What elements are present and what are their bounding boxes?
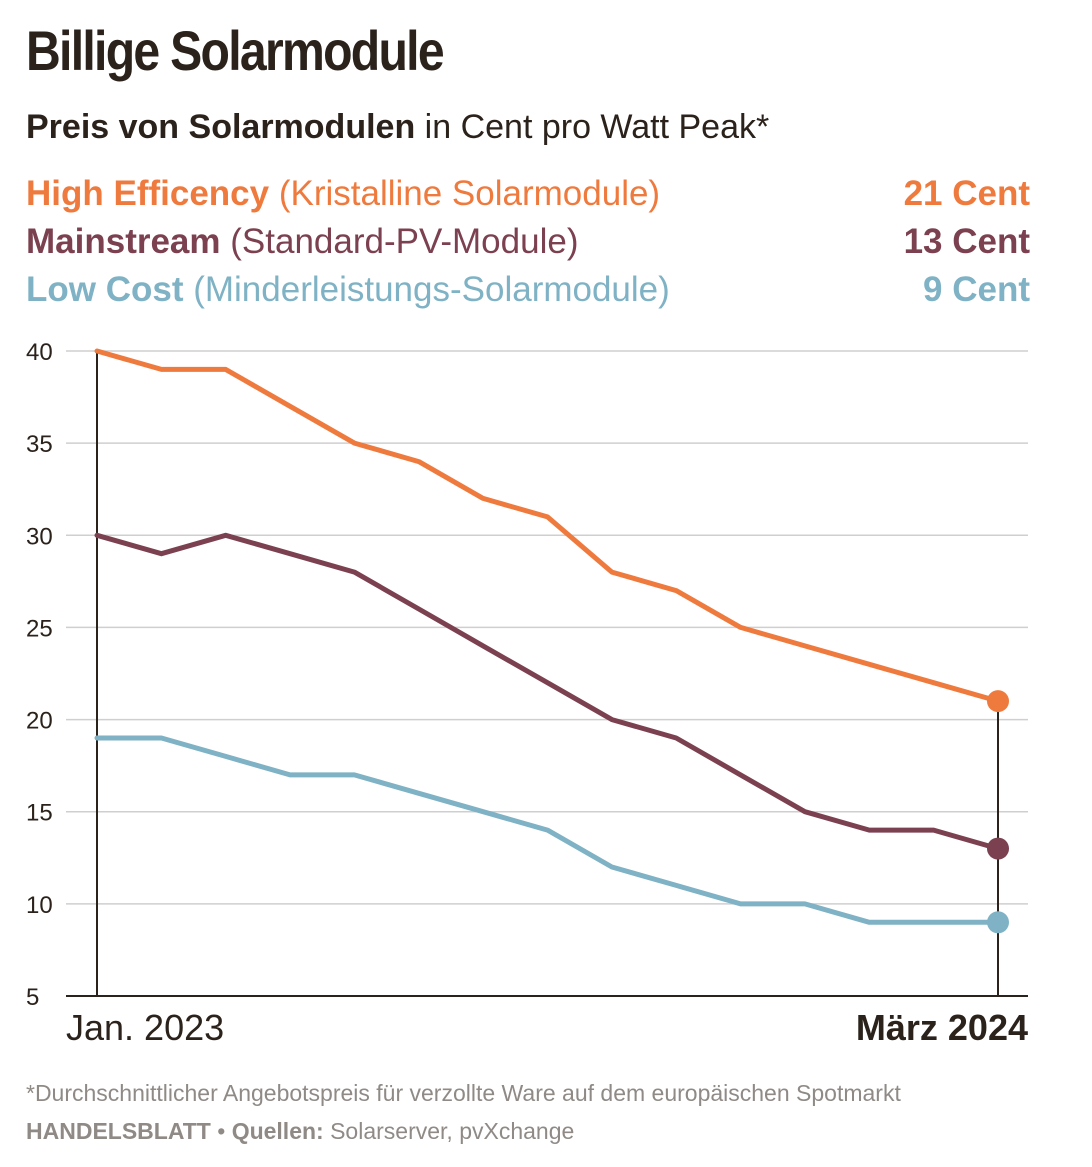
- series-line: [94, 348, 1001, 704]
- end-point: [987, 837, 1009, 860]
- chart-title: Billige Solarmodule: [26, 19, 445, 82]
- legend-desc: (Kristalline Solarmodule): [269, 174, 661, 213]
- legend-name: Low Cost: [26, 270, 184, 309]
- x-end-label: März 2024: [856, 1007, 1028, 1048]
- x-start-label: Jan. 2023: [66, 1007, 224, 1048]
- legend-desc: (Minderleistungs-Solarmodule): [183, 270, 670, 309]
- y-tick-label: 15: [26, 800, 53, 827]
- y-tick-label: 20: [26, 708, 53, 735]
- y-tick-label: 35: [26, 431, 53, 458]
- y-tick-label: 30: [26, 523, 53, 550]
- credits: HANDELSBLATT • Quellen: Solarserver, pvX…: [26, 1118, 574, 1145]
- legend-row-high-efficiency: High Efficency (Kristalline Solarmodule)…: [26, 174, 1030, 214]
- legend-name: Mainstream: [26, 222, 221, 261]
- subtitle-rest: in Cent pro Watt Peak*: [415, 108, 770, 146]
- series-line: [94, 532, 1001, 852]
- credits-sources: Solarserver, pvXchange: [323, 1118, 575, 1144]
- legend-value: 21 Cent: [903, 174, 1030, 213]
- footnote: *Durchschnittlicher Angebotspreis für ve…: [26, 1080, 901, 1106]
- end-point: [987, 690, 1009, 713]
- legend-name: High Efficency: [26, 174, 270, 213]
- series-line: [94, 735, 1001, 925]
- credits-sources-label: Quellen:: [231, 1118, 324, 1144]
- y-tick-label: 25: [26, 615, 53, 642]
- legend-row-low-cost: Low Cost (Minderleistungs-Solarmodule) 9…: [26, 270, 1030, 310]
- legend-row-mainstream: Mainstream (Standard-PV-Module) 13 Cent: [26, 222, 1030, 262]
- credits-sep: •: [210, 1118, 232, 1144]
- line-chart: 5 10 15 20 25 30 35 40 Jan. 2023 März 2024: [26, 339, 1028, 1048]
- y-tick-label: 10: [26, 892, 53, 919]
- y-tick-label: 5: [26, 984, 39, 1011]
- y-tick-label: 40: [26, 339, 53, 366]
- credits-brand: HANDELSBLATT: [26, 1118, 211, 1144]
- end-point: [987, 911, 1009, 934]
- legend-value: 13 Cent: [903, 222, 1030, 261]
- legend-desc: (Standard-PV-Module): [220, 222, 579, 261]
- legend-value: 9 Cent: [923, 270, 1030, 309]
- chart-subtitle: Preis von Solarmodulen in Cent pro Watt …: [26, 108, 769, 147]
- subtitle-bold: Preis von Solarmodulen: [26, 108, 416, 146]
